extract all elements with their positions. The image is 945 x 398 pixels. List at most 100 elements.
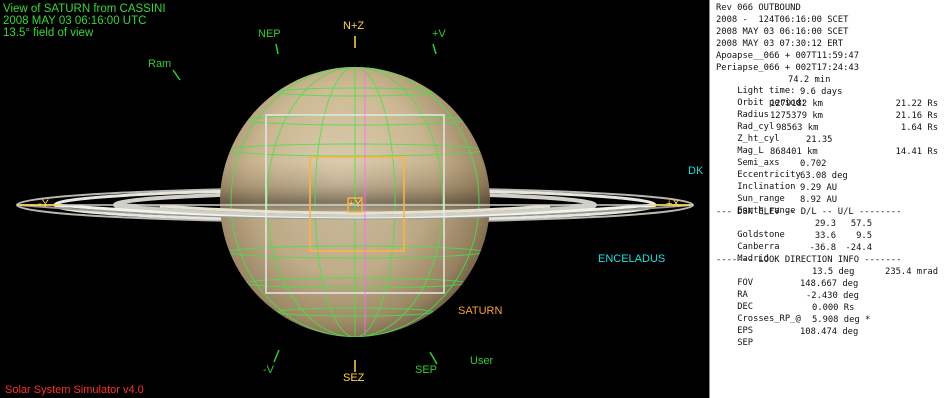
z-ht-cyl-value: 98563 km (776, 123, 819, 133)
ram-label: Ram (148, 58, 172, 70)
radius-row: Radius 1279182 km 21.22 Rs (716, 99, 940, 120)
view-title: View of SATURN from CASSINI (3, 3, 166, 15)
madrid-elev: -36.8 (809, 243, 836, 253)
nz-label: N+Z (343, 20, 365, 32)
madrid-row: Madrid -36.8 -24.4 (716, 243, 940, 264)
light-time-value: 74.2 min (788, 75, 831, 85)
light-time-row: Light time: 74.2 min (716, 75, 940, 96)
eps-value: 5.908 deg * (812, 315, 871, 325)
sun-range-label: Sun_range (737, 194, 785, 204)
semi-axs-label: Semi_axs (737, 158, 780, 168)
madrid-label: Madrid (737, 254, 769, 264)
plus-v-label: +V (432, 28, 446, 40)
orbit-period-label: Orbit period: (737, 98, 807, 108)
earth-range-label: Earth_range (737, 206, 796, 216)
crosses-rp-value: 0.000 Rs (812, 303, 855, 313)
fov-value: 13.5 deg (812, 267, 855, 277)
sep-label: SEP (415, 364, 438, 376)
crosses-rp-row: Crosses_RP_@ 0.000 Rs (716, 303, 940, 324)
minus-y-label: -Y (38, 198, 49, 210)
goldstone-elev: 29.3 (814, 219, 836, 229)
fov-label: FOV (737, 278, 754, 288)
eccentricity-value: 0.702 (800, 159, 827, 169)
saturn-label[interactable]: SATURN (458, 305, 503, 317)
rad-cyl-value: 1275379 km (770, 111, 823, 121)
inclination-label: Inclination (737, 182, 796, 192)
dec-value: -2.430 deg (806, 291, 859, 301)
rad-cyl-label: Rad_cyl (737, 122, 775, 132)
fov-row: FOV 13.5 deg 235.4 mrad (716, 267, 940, 288)
canberra-row: Canberra 33.6 9.5 (716, 231, 940, 252)
ert-line: 2008 MAY 03 07:30:12 ERT (716, 39, 844, 49)
goldstone-dl: 57.5 (850, 219, 872, 229)
radius-label: Radius (737, 110, 769, 120)
crosses-rp-label: Crosses_RP_@ (737, 314, 801, 324)
scet-day-line: 2008 - 124T06:16:00 SCET (716, 15, 849, 25)
sep-info-label: SEP (737, 338, 754, 348)
z-ht-cyl-label: Z_ht_cyl (737, 134, 780, 144)
madrid-dl: -24.4 (845, 243, 872, 253)
ra-row: RA 148.667 deg (716, 279, 940, 300)
ra-value: 148.667 deg (800, 279, 859, 289)
app-name: Solar System Simulator v4.0 (5, 384, 144, 396)
orbit-period-value: 9.6 days (800, 87, 843, 97)
semi-axs-row: Semi_axs 868401 km 14.41 Rs (716, 147, 940, 168)
sun-range-row: Sun_range 9.29 AU (716, 183, 940, 204)
earth-range-value: 8.92 AU (800, 195, 838, 205)
view-datetime: 2008 MAY 03 06:16:00 UTC (3, 15, 147, 27)
rev-line: Rev 066 OUTBOUND (716, 3, 801, 13)
view-fov: 13.5° field of view (3, 27, 94, 39)
minus-v-label: -V (263, 364, 274, 376)
eps-row: EPS 5.908 deg * (716, 315, 940, 336)
rad-cyl-rs: 21.16 Rs (895, 111, 938, 121)
mag-l-value: 21.35 (806, 135, 833, 145)
orbit-period-row: Orbit period: 9.6 days (716, 87, 940, 108)
ra-label: RA (737, 290, 748, 300)
fov-frame-outer (265, 114, 445, 294)
periapse-line: Periapse_066 + 002T17:24:43 (716, 63, 859, 73)
eps-label: EPS (737, 326, 754, 336)
z-ht-cyl-rs: 1.64 Rs (900, 123, 938, 133)
semi-axs-rs: 14.41 Rs (895, 147, 938, 157)
plus-y-label: +Y (348, 198, 362, 210)
eccentricity-row: Eccentricity 0.702 (716, 159, 940, 180)
mag-l-label: Mag_L (737, 146, 764, 156)
semi-axs-value: 868401 km (770, 147, 818, 157)
earth-range-row: Earth_range 8.92 AU (716, 195, 940, 216)
simulator-viewport[interactable]: View of SATURN from CASSINI 2008 MAY 03 … (0, 0, 708, 398)
fov-frame-inner (309, 156, 405, 252)
dsn-header: --- DSN ELEV -- D/L -- U/L -------- (716, 207, 902, 217)
sun-range-value: 9.29 AU (800, 183, 838, 193)
dk-label: DK (688, 165, 704, 177)
canberra-dl: 9.5 (856, 231, 872, 241)
mag-l-row: Mag_L 21.35 (716, 135, 940, 156)
goldstone-row: Goldstone 29.3 57.5 (716, 219, 940, 240)
light-time-label: Light time: (737, 86, 796, 96)
ring-system-front (16, 202, 694, 220)
z-ht-cyl-row: Z_ht_cyl 98563 km 1.64 Rs (716, 123, 940, 144)
dec-row: DEC -2.430 deg (716, 291, 940, 312)
sep-row: SEP 108.474 deg (716, 327, 940, 348)
look-direction-header: ------- LOOK DIRECTION INFO ------- (716, 255, 902, 265)
saturn-scene (16, 36, 694, 372)
eccentricity-label: Eccentricity (737, 170, 801, 180)
fov-mrad: 235.4 mrad (885, 267, 938, 277)
scet-date-line: 2008 MAY 03 06:16:00 SCET (716, 27, 849, 37)
rad-cyl-row: Rad_cyl 1275379 km 21.16 Rs (716, 111, 940, 132)
goldstone-label: Goldstone (737, 230, 785, 240)
sez-label: SEZ (343, 372, 365, 384)
info-panel: Rev 066 OUTBOUND 2008 - 124T06:16:00 SCE… (709, 0, 945, 398)
inclination-row: Inclination 63.08 deg (716, 171, 940, 192)
dec-label: DEC (737, 302, 754, 312)
canberra-elev: 33.6 (814, 231, 836, 241)
user-label: User (470, 355, 494, 367)
radius-value: 1279182 km (770, 99, 823, 109)
canberra-label: Canberra (737, 242, 780, 252)
plus-x-label: +X (666, 198, 680, 210)
nep-label: NEP (258, 28, 281, 40)
boresight-marker (347, 197, 363, 213)
enceladus-label[interactable]: ENCELADUS (598, 253, 666, 265)
inclination-value: 63.08 deg (800, 171, 848, 181)
radius-rs: 21.22 Rs (895, 99, 938, 109)
apoapse-line: Apoapse__066 + 007T11:59:47 (716, 51, 859, 61)
